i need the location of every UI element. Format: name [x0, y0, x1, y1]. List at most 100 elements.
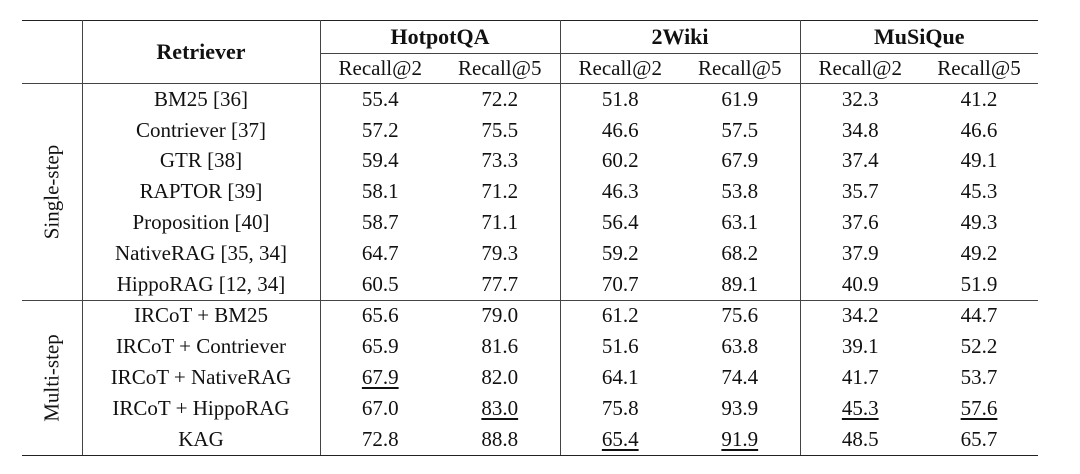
value-text: 37.9: [841, 240, 879, 265]
value-text: 58.7: [361, 210, 399, 235]
table-row: IRCoT + Contriever 65.9 81.6 51.6 63.8 39.1 52…: [22, 331, 1038, 363]
value-text: 75.5: [481, 117, 519, 142]
value-cell: 61.9: [680, 82, 801, 115]
value-cell: 37.9: [800, 238, 920, 269]
value-text: 63.1: [721, 210, 759, 235]
value-cell: 57.6: [920, 393, 1038, 424]
value-cell: 77.7: [440, 268, 561, 301]
value-cell: 56.4: [560, 207, 680, 238]
method-name: BM25 [36]: [82, 82, 321, 115]
value-cell: 41.2: [920, 82, 1038, 115]
value-text: 81.6: [481, 334, 519, 359]
value-text: 57.6: [960, 395, 998, 420]
value-cell: 74.4: [680, 362, 801, 393]
value-text: 37.6: [841, 210, 879, 235]
category-label: Multi-step: [39, 333, 64, 422]
value-text: 65.9: [361, 334, 399, 359]
method-name: Contriever [37]: [82, 114, 321, 146]
metric-header: Recall@2: [578, 56, 662, 80]
value-text: 59.2: [601, 240, 639, 265]
value-cell: 88.8: [440, 423, 561, 456]
category-cell: Single-step: [22, 83, 83, 301]
value-cell: 59.2: [560, 238, 680, 269]
value-text: 75.8: [601, 395, 639, 420]
dataset-header-2wiki: 2Wiki: [560, 20, 801, 54]
value-text: 35.7: [841, 179, 879, 204]
value-text: 63.8: [721, 334, 759, 359]
value-cell: 70.7: [560, 269, 680, 300]
value-text: 64.7: [361, 240, 399, 265]
value-cell: 67.9: [680, 145, 801, 177]
value-cell: 34.8: [800, 115, 920, 146]
value-text: 51.6: [601, 334, 639, 359]
value-cell: 48.5: [800, 423, 920, 456]
value-cell: 72.2: [440, 82, 561, 115]
value-cell: 46.3: [560, 176, 680, 207]
value-text: 61.2: [601, 303, 639, 328]
value-text: 56.4: [601, 210, 639, 235]
value-cell: 37.6: [800, 207, 920, 238]
table-body: Single-step BM25 [36] 55.4 72.2 51.8 61.9 32.3…: [22, 82, 1038, 456]
value-cell: 52.2: [920, 331, 1038, 362]
value-cell: 53.8: [680, 176, 801, 208]
value-text: 67.0: [361, 395, 399, 420]
value-cell: 37.4: [800, 146, 920, 177]
value-text: 41.7: [841, 365, 879, 390]
value-text: 58.1: [361, 179, 399, 204]
method-name: IRCoT + NativeRAG: [82, 362, 321, 393]
value-text: 45.3: [960, 179, 998, 204]
metric-header: Recall@5: [680, 53, 801, 84]
method-name: IRCoT + BM25: [82, 299, 321, 332]
value-cell: 83.0: [440, 392, 561, 424]
value-cell: 75.8: [560, 393, 680, 424]
value-cell: 60.2: [560, 146, 680, 177]
value-text: 65.7: [960, 426, 998, 451]
value-text: 89.1: [721, 271, 759, 296]
value-text: 53.8: [721, 179, 759, 204]
value-cell: 65.6: [320, 299, 440, 332]
value-cell: 79.0: [440, 299, 561, 332]
method-name: HippoRAG [12, 34]: [82, 268, 321, 301]
value-cell: 39.1: [800, 331, 920, 362]
method-name: Proposition [40]: [82, 207, 321, 238]
category-cell: Multi-step: [22, 299, 83, 456]
value-text: 79.3: [481, 240, 519, 265]
value-text: 34.8: [841, 117, 879, 142]
value-text: 34.2: [841, 303, 879, 328]
value-cell: 51.9: [920, 269, 1038, 300]
value-text: 59.4: [361, 148, 399, 173]
value-cell: 67.9: [320, 362, 440, 393]
retriever-header: Retriever: [82, 20, 321, 84]
value-text: 77.7: [481, 271, 519, 296]
table-row: RAPTOR [39] 58.1 71.2 46.3 53.8 35.7 45.3: [22, 176, 1038, 208]
table-row: KAG 72.8 88.8 65.4 91.9 48.5 65.7: [22, 423, 1038, 456]
value-text: 71.1: [481, 210, 519, 235]
value-cell: 49.1: [920, 146, 1038, 177]
value-text: 65.4: [601, 426, 639, 451]
value-text: 70.7: [601, 271, 639, 296]
metric-header: Recall@5: [440, 53, 561, 84]
value-cell: 35.7: [800, 176, 920, 207]
value-text: 48.5: [841, 426, 879, 451]
method-name: NativeRAG [35, 34]: [82, 237, 321, 269]
value-cell: 49.2: [920, 238, 1038, 269]
value-text: 83.0: [481, 395, 519, 420]
value-cell: 65.9: [320, 331, 440, 362]
value-cell: 65.7: [920, 423, 1038, 456]
method-name: RAPTOR [39]: [82, 176, 321, 208]
value-cell: 45.3: [920, 176, 1038, 207]
table-row: HippoRAG [12, 34] 60.5 77.7 70.7 89.1 40.9 51.…: [22, 268, 1038, 301]
value-text: 49.2: [960, 240, 998, 265]
value-text: 44.7: [960, 303, 998, 328]
value-cell: 51.6: [560, 331, 680, 362]
value-text: 75.6: [721, 303, 759, 328]
value-text: 64.1: [601, 365, 639, 390]
value-cell: 45.3: [800, 393, 920, 424]
dataset-header-hotpotqa: HotpotQA: [320, 20, 561, 54]
value-cell: 60.5: [320, 269, 440, 300]
table-row: GTR [38] 59.4 73.3 60.2 67.9 37.4 49.1: [22, 145, 1038, 177]
value-text: 82.0: [481, 365, 519, 390]
value-cell: 46.6: [560, 115, 680, 146]
method-name: GTR [38]: [82, 145, 321, 177]
